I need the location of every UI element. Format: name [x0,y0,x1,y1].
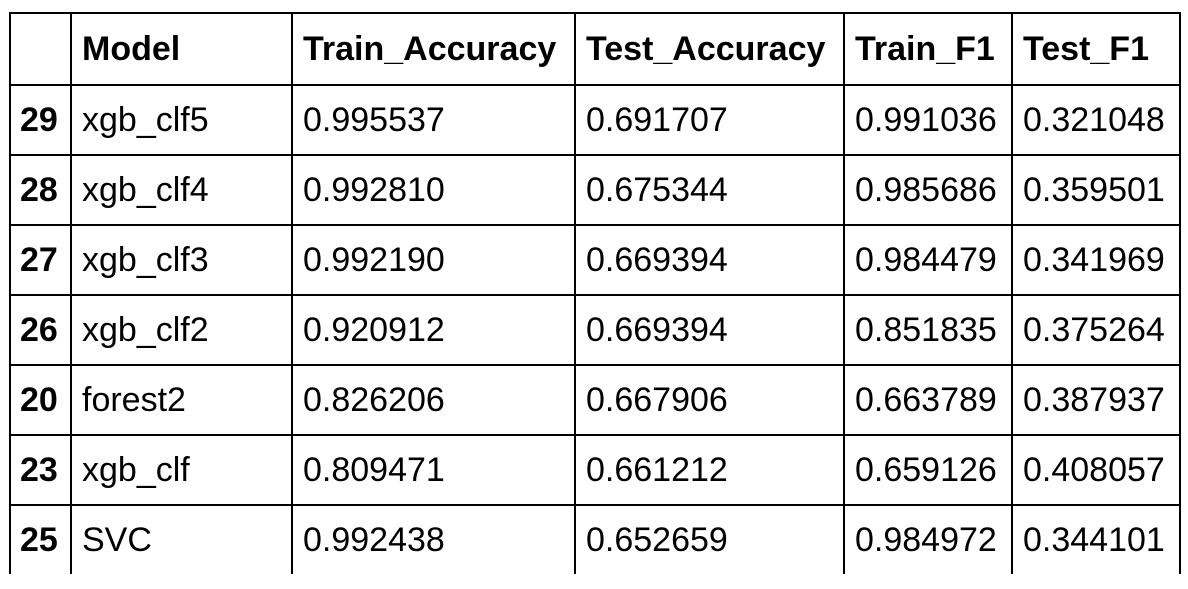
row-index: 26 [9,294,72,366]
test-f1-cell: 0.321048 [1011,84,1181,156]
test-accuracy-cell: 0.652659 [574,504,845,574]
train-accuracy-cell: 0.809471 [291,434,576,506]
train-f1-cell: 0.984972 [843,504,1013,574]
table-row: 25 SVC 0.992438 0.652659 0.984972 0.3441… [9,504,1181,574]
train-f1-cell: 0.851835 [843,294,1013,366]
test-f1-cell: 0.375264 [1011,294,1181,366]
train-f1-cell: 0.663789 [843,364,1013,436]
column-header-train-f1: Train_F1 [843,12,1013,86]
train-accuracy-cell: 0.992190 [291,224,576,296]
train-f1-cell: 0.659126 [843,434,1013,506]
model-cell: xgb_clf2 [70,294,293,366]
row-index: 29 [9,84,72,156]
row-index: 20 [9,364,72,436]
row-index: 25 [9,504,72,574]
table-row: 29 xgb_clf5 0.995537 0.691707 0.991036 0… [9,84,1181,156]
test-f1-cell: 0.359501 [1011,154,1181,226]
train-accuracy-cell: 0.995537 [291,84,576,156]
test-accuracy-cell: 0.661212 [574,434,845,506]
column-header-model: Model [70,12,293,86]
train-accuracy-cell: 0.992810 [291,154,576,226]
column-header-index [9,12,72,86]
model-cell: xgb_clf3 [70,224,293,296]
train-f1-cell: 0.984479 [843,224,1013,296]
header-row: Model Train_Accuracy Test_Accuracy Train… [9,12,1181,86]
model-cell: SVC [70,504,293,574]
model-cell: xgb_clf [70,434,293,506]
train-accuracy-cell: 0.992438 [291,504,576,574]
model-cell: xgb_clf5 [70,84,293,156]
test-f1-cell: 0.344101 [1011,504,1181,574]
row-index: 23 [9,434,72,506]
test-accuracy-cell: 0.675344 [574,154,845,226]
results-table: Model Train_Accuracy Test_Accuracy Train… [9,12,1181,574]
table-row: 27 xgb_clf3 0.992190 0.669394 0.984479 0… [9,224,1181,296]
test-accuracy-cell: 0.669394 [574,294,845,366]
test-f1-cell: 0.408057 [1011,434,1181,506]
table-row: 26 xgb_clf2 0.920912 0.669394 0.851835 0… [9,294,1181,366]
row-index: 27 [9,224,72,296]
column-header-test-accuracy: Test_Accuracy [574,12,845,86]
model-cell: xgb_clf4 [70,154,293,226]
train-accuracy-cell: 0.920912 [291,294,576,366]
row-index: 28 [9,154,72,226]
column-header-test-f1: Test_F1 [1011,12,1181,86]
test-accuracy-cell: 0.667906 [574,364,845,436]
train-accuracy-cell: 0.826206 [291,364,576,436]
train-f1-cell: 0.991036 [843,84,1013,156]
test-f1-cell: 0.341969 [1011,224,1181,296]
test-accuracy-cell: 0.669394 [574,224,845,296]
table-row: 20 forest2 0.826206 0.667906 0.663789 0.… [9,364,1181,436]
test-accuracy-cell: 0.691707 [574,84,845,156]
table-row: 28 xgb_clf4 0.992810 0.675344 0.985686 0… [9,154,1181,226]
table-row: 23 xgb_clf 0.809471 0.661212 0.659126 0.… [9,434,1181,506]
train-f1-cell: 0.985686 [843,154,1013,226]
column-header-train-accuracy: Train_Accuracy [291,12,576,86]
test-f1-cell: 0.387937 [1011,364,1181,436]
model-cell: forest2 [70,364,293,436]
